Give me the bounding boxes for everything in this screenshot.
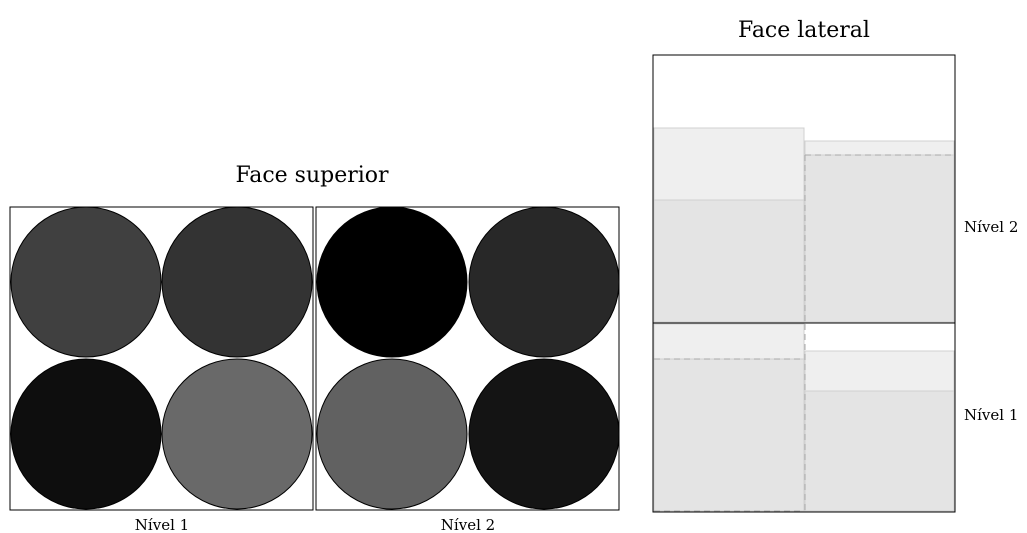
fill-light [653, 323, 805, 360]
side-view: Face lateral Nível 2 Nível 1 [652, 18, 1018, 513]
side-level-label: Nível 2 [964, 218, 1018, 236]
fill-mid [653, 199, 805, 323]
container-circle [468, 206, 620, 358]
container-circle [161, 206, 313, 358]
side-level-2 [653, 127, 955, 323]
fill-light [804, 140, 955, 156]
top-view: Face superior Nível 1 Nível 2 [9, 163, 620, 533]
side-level-1 [653, 323, 955, 512]
fill-mid [653, 358, 805, 512]
top-panel-label: Nível 2 [441, 516, 495, 533]
fill-light [653, 127, 805, 201]
top-view-title: Face superior [235, 163, 389, 188]
fill-mid [804, 390, 955, 512]
container-circle [468, 358, 620, 510]
container-circle [316, 358, 468, 510]
container-circle [161, 358, 313, 510]
container-circle [316, 206, 468, 358]
container-circle [10, 206, 162, 358]
container-circle [10, 358, 162, 510]
side-level-label: Nível 1 [964, 406, 1018, 424]
side-view-title: Face lateral [738, 18, 870, 43]
top-panel-level-1: Nível 1 [9, 206, 314, 533]
fill-mid [804, 154, 955, 323]
fill-light [804, 350, 955, 392]
top-panel-label: Nível 1 [135, 516, 189, 533]
side-level-1-frame [652, 322, 956, 513]
top-panel-level-2: Nível 2 [315, 206, 620, 533]
